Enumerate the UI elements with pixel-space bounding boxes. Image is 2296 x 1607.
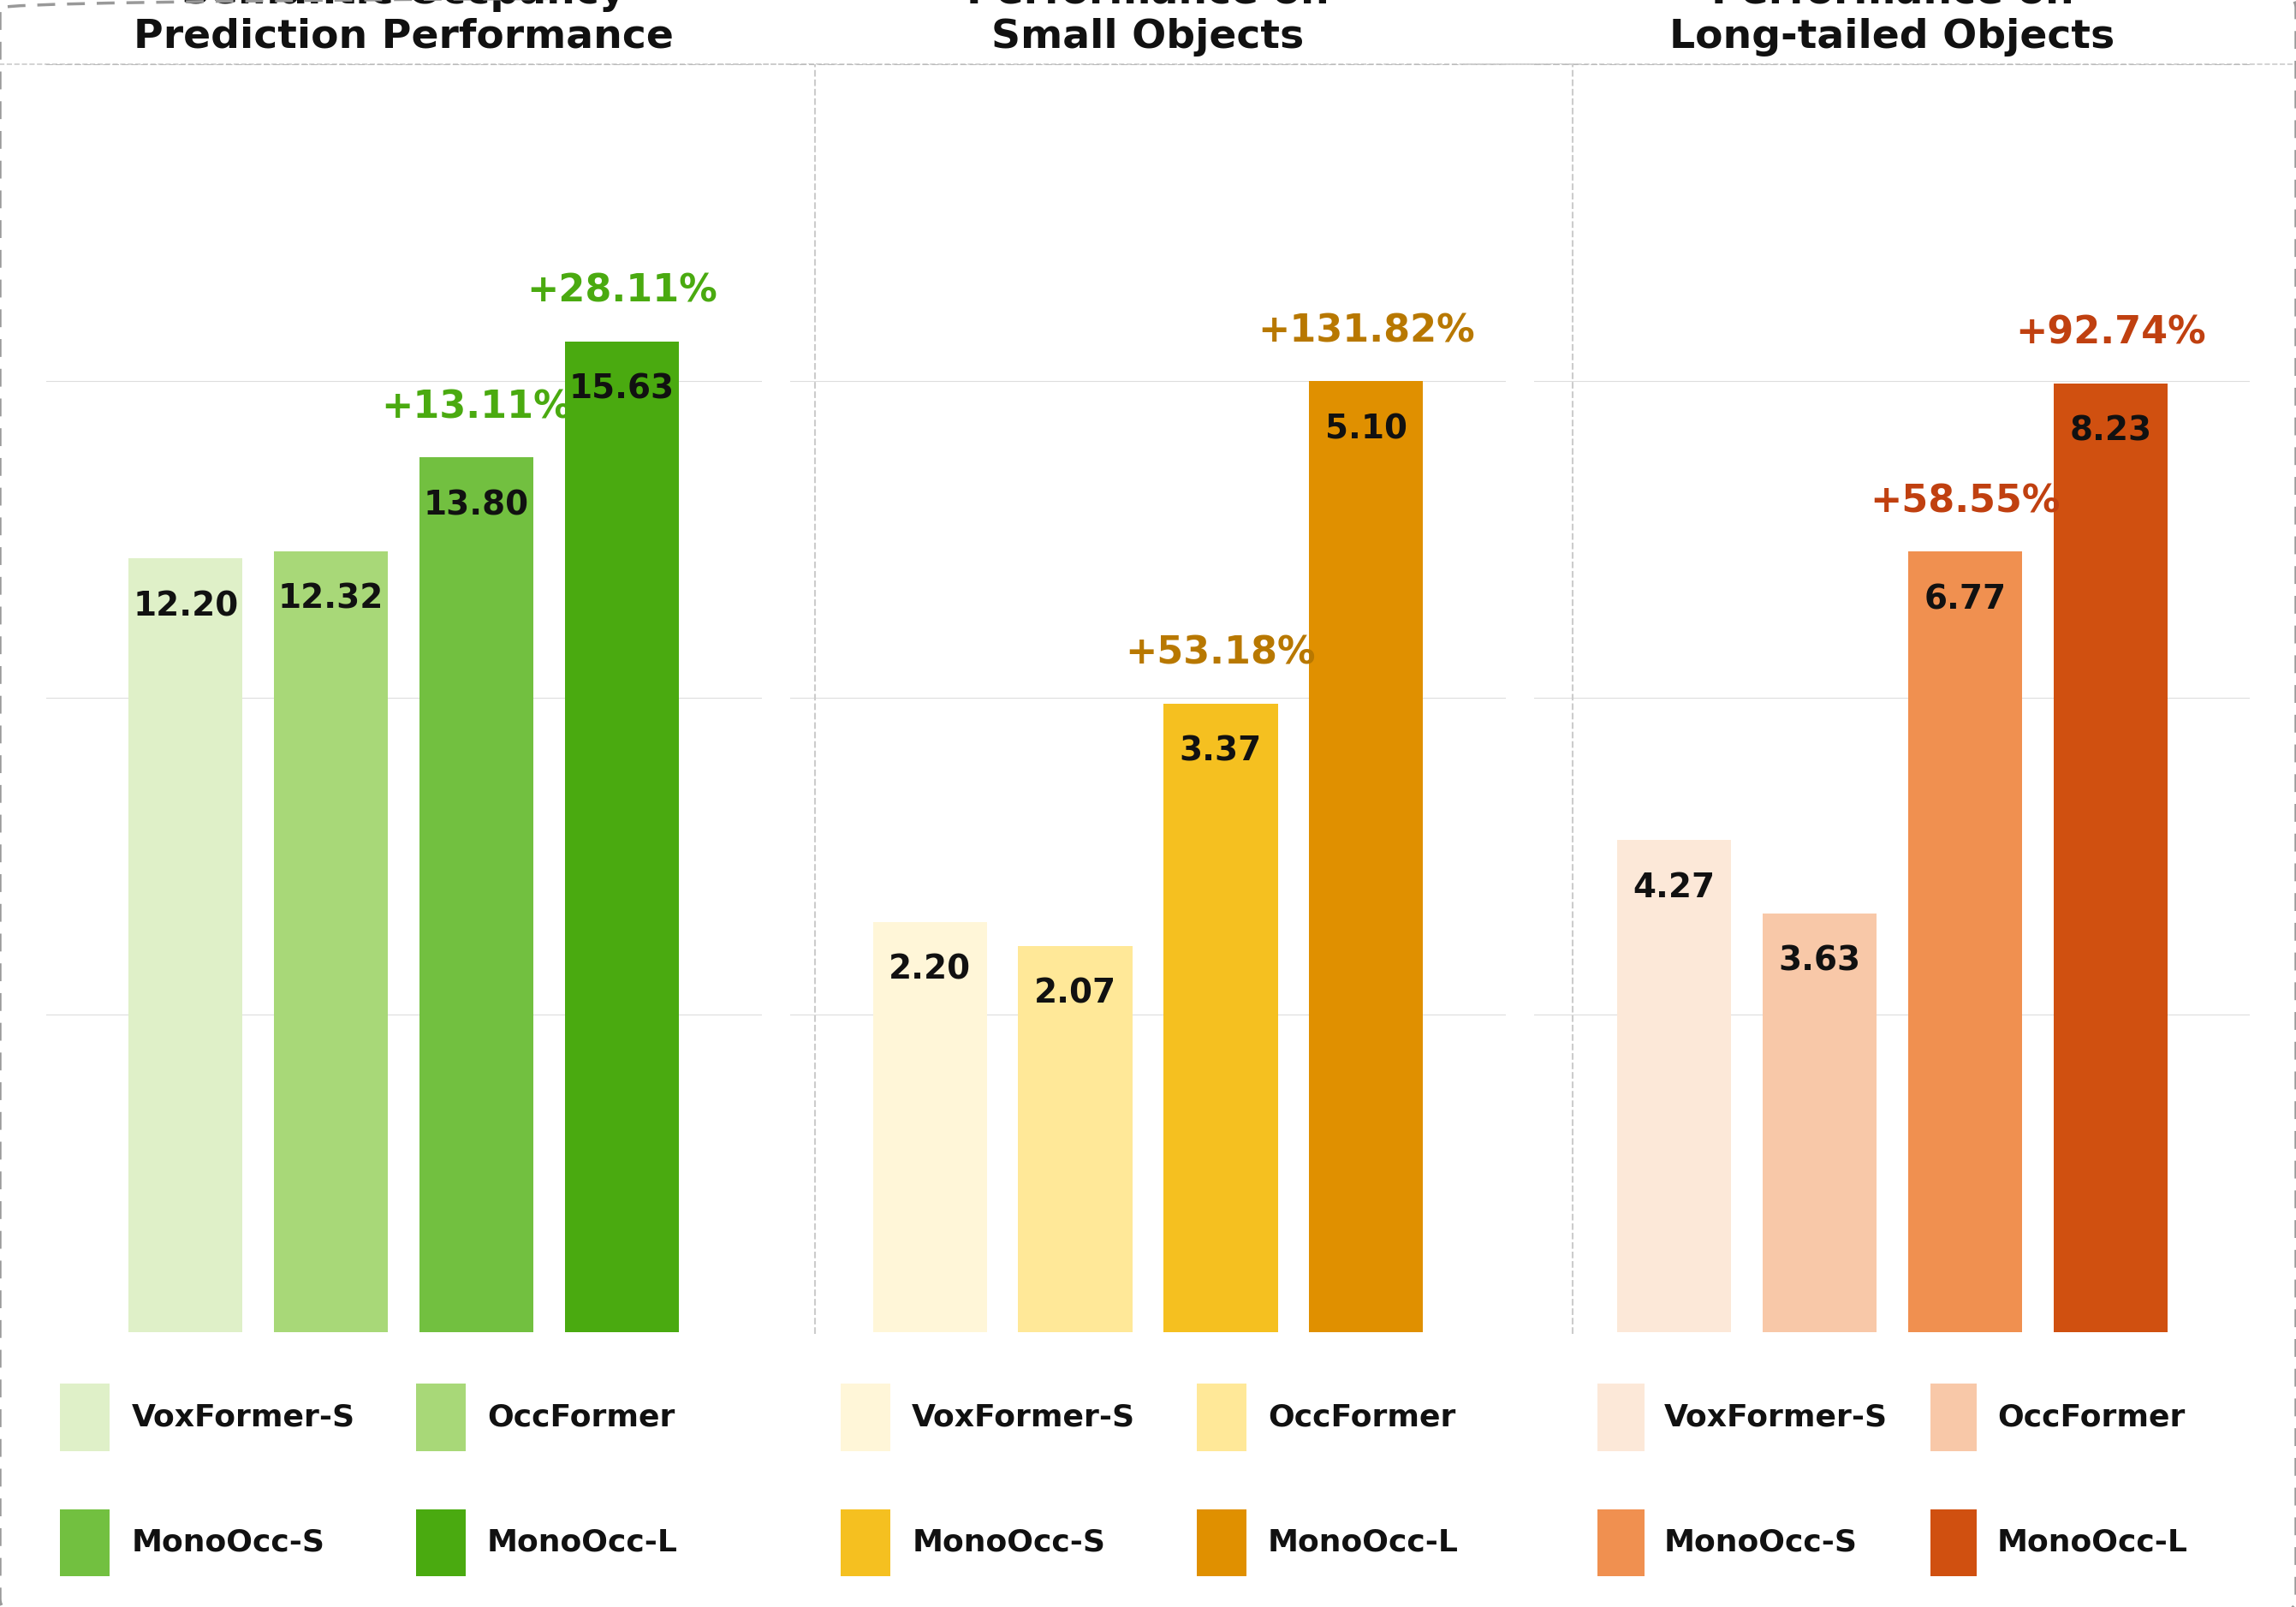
Bar (420, 458, 533, 1332)
FancyBboxPatch shape (1196, 1509, 1247, 1576)
Text: 2.20: 2.20 (889, 953, 971, 987)
Text: MonoOcc-L: MonoOcc-L (1267, 1528, 1458, 1557)
Text: MonoOcc-L: MonoOcc-L (487, 1528, 677, 1557)
FancyBboxPatch shape (1931, 1509, 1977, 1576)
FancyBboxPatch shape (1598, 1384, 1644, 1451)
Text: 6.77: 6.77 (1924, 583, 2007, 615)
FancyBboxPatch shape (60, 1384, 110, 1451)
FancyBboxPatch shape (840, 1384, 891, 1451)
Text: 5.10: 5.10 (1325, 413, 1407, 445)
Text: +58.55%: +58.55% (1869, 484, 2060, 521)
Title: Performance on
Long-tailed Objects: Performance on Long-tailed Objects (1669, 0, 2115, 56)
Bar (1763, 913, 1876, 1332)
Text: +28.11%: +28.11% (526, 273, 716, 310)
Bar (129, 559, 243, 1332)
Bar (1908, 551, 2023, 1332)
Bar (1309, 381, 1424, 1332)
Text: 15.63: 15.63 (569, 373, 675, 405)
Text: 12.32: 12.32 (278, 583, 383, 615)
Text: MonoOcc-L: MonoOcc-L (1998, 1528, 2188, 1557)
Text: 2.07: 2.07 (1033, 977, 1116, 1011)
Bar (2053, 384, 2167, 1332)
Text: 12.20: 12.20 (133, 590, 239, 624)
Bar (565, 341, 680, 1332)
Text: OccFormer: OccFormer (1267, 1403, 1456, 1432)
Text: MonoOcc-S: MonoOcc-S (912, 1528, 1104, 1557)
Text: MonoOcc-S: MonoOcc-S (1665, 1528, 1857, 1557)
Bar (273, 551, 388, 1332)
Bar (1017, 947, 1132, 1332)
Bar (1164, 704, 1279, 1332)
Text: +53.18%: +53.18% (1125, 635, 1316, 672)
FancyBboxPatch shape (60, 1509, 110, 1576)
Text: VoxFormer-S: VoxFormer-S (1665, 1403, 1887, 1432)
Title: Semantic Occpancy
Prediction Performance: Semantic Occpancy Prediction Performance (133, 0, 673, 56)
Text: VoxFormer-S: VoxFormer-S (131, 1403, 356, 1432)
Text: VoxFormer-S: VoxFormer-S (912, 1403, 1137, 1432)
FancyBboxPatch shape (416, 1384, 466, 1451)
Text: +92.74%: +92.74% (2016, 315, 2206, 352)
FancyBboxPatch shape (1931, 1384, 1977, 1451)
Text: MonoOcc-S: MonoOcc-S (131, 1528, 324, 1557)
Text: 13.80: 13.80 (425, 489, 528, 521)
Text: 3.37: 3.37 (1180, 736, 1263, 768)
Title: Performance on
Small Objects: Performance on Small Objects (967, 0, 1329, 56)
Text: OccFormer: OccFormer (487, 1403, 675, 1432)
Text: 4.27: 4.27 (1632, 871, 1715, 905)
Text: +13.11%: +13.11% (381, 389, 572, 426)
Bar (1616, 840, 1731, 1332)
Text: 3.63: 3.63 (1779, 945, 1860, 977)
Text: OccFormer: OccFormer (1998, 1403, 2186, 1432)
Text: +131.82%: +131.82% (1258, 313, 1474, 349)
Bar (872, 922, 987, 1332)
FancyBboxPatch shape (416, 1509, 466, 1576)
FancyBboxPatch shape (1598, 1509, 1644, 1576)
FancyBboxPatch shape (840, 1509, 891, 1576)
FancyBboxPatch shape (1196, 1384, 1247, 1451)
Text: 8.23: 8.23 (2069, 415, 2151, 448)
